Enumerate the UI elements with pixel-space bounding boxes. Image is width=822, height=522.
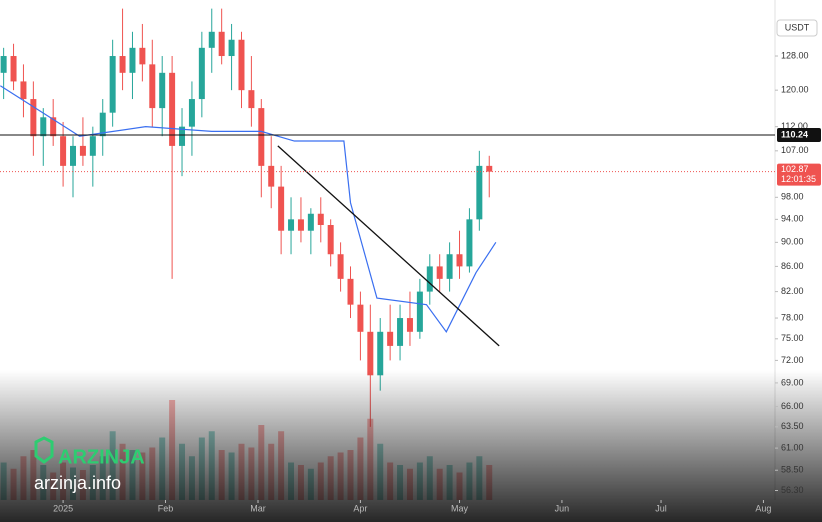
candle-body	[99, 112, 106, 137]
candle-body	[0, 56, 7, 73]
candle-body	[169, 72, 176, 146]
candle-body	[347, 278, 354, 305]
y-tick-label: 120.00	[781, 85, 809, 95]
candle-body	[268, 165, 275, 187]
candle-body	[218, 31, 225, 57]
countdown: 12:01:35	[781, 174, 816, 184]
candle-body	[119, 56, 126, 73]
x-tick-label: May	[451, 503, 469, 513]
logo-icon	[34, 436, 54, 464]
candle-body	[248, 90, 255, 109]
price-label: 110.24	[781, 129, 808, 139]
x-tick-label: Aug	[755, 503, 771, 513]
candle-body	[159, 72, 166, 109]
y-tick-label: 107.00	[781, 145, 809, 155]
candle-body	[139, 47, 146, 65]
currency-box	[776, 19, 818, 37]
candle-body	[486, 165, 493, 172]
y-tick-label: 56.30	[781, 485, 804, 495]
brand: ARZINJA	[58, 446, 145, 468]
candle-body	[456, 254, 463, 267]
candle-body	[317, 213, 324, 226]
y-tick-label: 75.00	[781, 333, 804, 343]
candle-body	[179, 126, 186, 146]
y-tick-label: 78.00	[781, 312, 804, 322]
y-tick-label: 90.00	[781, 237, 804, 247]
candle-body	[307, 213, 314, 231]
candle-body	[476, 165, 483, 220]
x-tick-label: 2025	[53, 503, 73, 513]
y-tick-label: 63.50	[781, 421, 804, 431]
bottom-shade	[0, 370, 822, 522]
candle-body	[238, 39, 245, 91]
y-tick-label: 61.00	[781, 442, 804, 452]
candle-body	[149, 64, 156, 109]
candle-body	[20, 81, 27, 100]
candle-body	[208, 31, 215, 48]
candle-body	[367, 331, 374, 376]
candle-body	[288, 219, 295, 231]
candle-body	[70, 145, 77, 166]
x-tick-label: Apr	[353, 503, 367, 513]
candle-body	[258, 108, 265, 166]
last-price-label: 102.87	[781, 164, 809, 174]
candle-body	[357, 304, 364, 332]
candle-body	[426, 266, 433, 292]
candle-body	[50, 117, 57, 137]
candle-body	[278, 186, 285, 231]
y-tick-label: 128.00	[781, 50, 809, 60]
candle-body	[436, 266, 443, 279]
y-tick-label: 98.00	[781, 192, 804, 202]
y-tick-label: 112.00	[781, 121, 808, 131]
currency: USDT	[785, 22, 810, 32]
x-tick-label: Feb	[158, 503, 174, 513]
candle-body	[416, 291, 423, 332]
candle-body	[327, 225, 334, 255]
trendline	[277, 145, 500, 347]
indicator-line	[0, 85, 497, 333]
candle-body	[89, 136, 96, 156]
y-tick-label: 69.00	[781, 377, 804, 387]
y-tick-label: 72.00	[781, 355, 804, 365]
candle-body	[446, 254, 453, 279]
candle-body	[109, 56, 116, 113]
candle-body	[377, 331, 384, 376]
candle-body	[198, 47, 205, 100]
y-tick-label: 66.00	[781, 401, 804, 411]
candle-body	[60, 136, 67, 166]
candle-body	[188, 99, 195, 127]
logo: ARZINJA arzinja.info	[34, 436, 145, 493]
y-tick-label: 86.00	[781, 261, 804, 271]
candle-body	[129, 47, 136, 73]
price-label-box	[777, 128, 821, 143]
site: arzinja.info	[34, 473, 121, 493]
x-tick-label: Jun	[555, 503, 570, 513]
candle-body	[387, 331, 394, 346]
candle-body	[228, 39, 235, 57]
candle-body	[40, 117, 47, 137]
candle-body	[79, 145, 86, 156]
y-tick-label: 94.00	[781, 214, 804, 224]
candle-body	[397, 318, 404, 346]
candle-body	[406, 318, 413, 332]
x-tick-label: Mar	[250, 503, 266, 513]
candle-body	[466, 219, 473, 267]
y-tick-label: 58.50	[781, 465, 804, 475]
last-price-box	[777, 163, 821, 186]
candle-body	[337, 254, 344, 279]
candle-body	[10, 56, 17, 82]
x-tick-label: Jul	[655, 503, 667, 513]
candle-body	[30, 99, 37, 137]
y-tick-label: 82.00	[781, 286, 804, 296]
candle-body	[297, 219, 304, 231]
